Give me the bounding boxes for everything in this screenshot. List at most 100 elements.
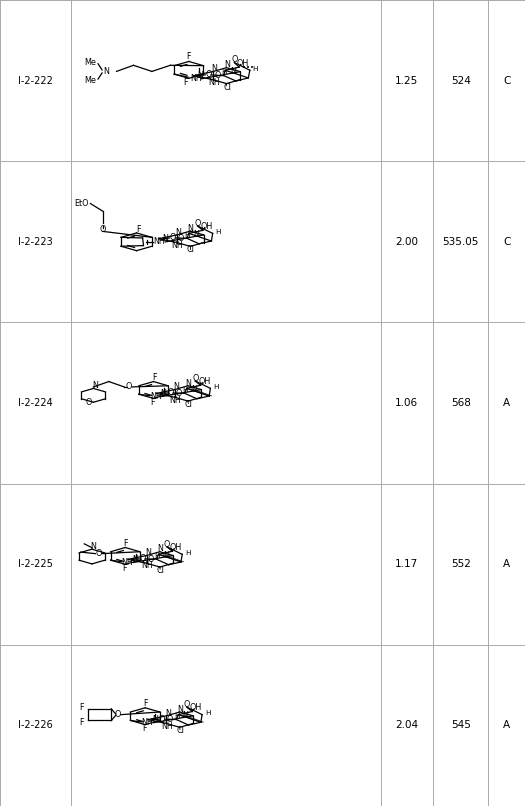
Text: N: N <box>175 227 182 237</box>
Text: N: N <box>224 60 230 69</box>
Text: 2.04: 2.04 <box>395 721 418 730</box>
Text: F: F <box>122 563 127 573</box>
Text: N: N <box>145 548 151 557</box>
Text: O: O <box>167 388 174 397</box>
Text: F: F <box>152 373 156 382</box>
Text: 535.05: 535.05 <box>443 237 479 247</box>
Text: F: F <box>143 700 148 708</box>
Text: Cl: Cl <box>176 726 184 735</box>
Text: A: A <box>503 398 510 408</box>
Text: Cl: Cl <box>223 83 231 92</box>
Text: NH: NH <box>172 241 183 250</box>
Text: NH: NH <box>162 721 173 731</box>
Text: N: N <box>193 231 199 239</box>
Text: N: N <box>157 545 163 554</box>
Text: Cl: Cl <box>187 245 195 254</box>
Text: I-2-225: I-2-225 <box>18 559 53 569</box>
Text: N: N <box>185 379 191 388</box>
Text: O: O <box>147 555 153 563</box>
Text: O: O <box>86 397 92 407</box>
Text: NH: NH <box>190 74 202 83</box>
Text: O: O <box>194 218 201 228</box>
Text: F: F <box>151 397 155 407</box>
Text: EtO: EtO <box>74 199 88 208</box>
Text: H: H <box>213 384 219 390</box>
Text: I-2-224: I-2-224 <box>18 398 53 408</box>
Text: O: O <box>232 56 238 64</box>
Text: Me: Me <box>85 76 96 85</box>
Text: N: N <box>191 385 197 394</box>
Text: N: N <box>103 67 109 76</box>
Text: N: N <box>197 71 203 80</box>
Text: O: O <box>205 70 212 79</box>
Text: H: H <box>205 710 211 717</box>
Text: 1.17: 1.17 <box>395 559 418 569</box>
Text: H: H <box>215 229 221 235</box>
Text: N: N <box>90 542 96 551</box>
Text: N: N <box>132 555 138 564</box>
Text: O: O <box>100 225 106 234</box>
Text: NH: NH <box>154 237 165 247</box>
Text: N: N <box>177 704 183 714</box>
Text: O: O <box>214 71 220 80</box>
Text: OH: OH <box>170 543 182 552</box>
Text: H: H <box>174 713 180 720</box>
Text: NH: NH <box>142 562 153 571</box>
Text: N: N <box>162 235 168 243</box>
Text: N: N <box>187 224 193 233</box>
Text: 545: 545 <box>451 721 470 730</box>
Text: F: F <box>136 225 140 234</box>
Text: F: F <box>186 52 191 61</box>
Text: N: N <box>163 550 169 560</box>
Text: 524: 524 <box>451 76 470 85</box>
Text: NH: NH <box>150 392 162 401</box>
Text: NH: NH <box>122 558 133 567</box>
Text: H: H <box>154 553 160 559</box>
Text: O: O <box>96 549 102 558</box>
Text: I-2-226: I-2-226 <box>18 721 53 730</box>
Text: O: O <box>139 555 145 563</box>
Text: O: O <box>170 234 176 243</box>
Text: N: N <box>173 382 179 392</box>
Text: NH: NH <box>208 78 220 87</box>
Text: NH: NH <box>170 396 182 405</box>
Text: O: O <box>114 710 121 719</box>
Text: H: H <box>185 550 191 556</box>
Text: A: A <box>503 559 510 569</box>
Text: OH: OH <box>190 703 202 713</box>
Text: OH: OH <box>236 59 248 68</box>
Text: H: H <box>221 69 226 75</box>
Text: O: O <box>167 715 173 724</box>
Text: I-2-222: I-2-222 <box>18 76 53 85</box>
Text: O: O <box>164 540 170 549</box>
Text: Me: Me <box>85 58 96 67</box>
Text: N: N <box>211 64 217 73</box>
Text: I-2-223: I-2-223 <box>18 237 53 247</box>
Text: N: N <box>160 389 166 398</box>
Text: N: N <box>230 67 236 76</box>
Text: Cl: Cl <box>156 566 164 575</box>
Text: C: C <box>503 76 510 85</box>
Text: F: F <box>79 703 83 712</box>
Text: N: N <box>92 381 98 390</box>
Text: H: H <box>182 387 187 393</box>
Text: •••: ••• <box>243 65 254 72</box>
Text: F: F <box>142 724 147 733</box>
Text: O: O <box>177 234 184 243</box>
Text: 568: 568 <box>451 398 470 408</box>
Text: H: H <box>253 66 258 72</box>
Text: N: N <box>165 708 171 717</box>
Text: C: C <box>503 237 510 247</box>
Text: 1.06: 1.06 <box>395 398 418 408</box>
Text: O: O <box>125 382 132 392</box>
Text: O: O <box>192 374 198 383</box>
Text: 2.00: 2.00 <box>395 237 418 247</box>
Text: OH: OH <box>201 222 213 231</box>
Text: 1.25: 1.25 <box>395 76 418 85</box>
Text: F: F <box>124 539 128 548</box>
Text: N: N <box>183 711 188 721</box>
Text: N: N <box>152 715 158 724</box>
Text: Cl: Cl <box>185 400 193 409</box>
Text: O: O <box>175 388 182 398</box>
Text: NH: NH <box>142 718 153 727</box>
